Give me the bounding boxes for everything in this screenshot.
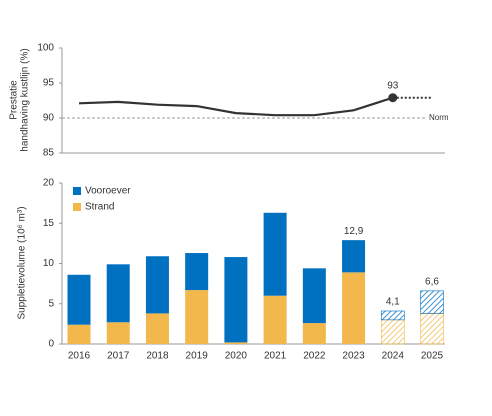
y-tick-label: 5	[48, 298, 54, 309]
y-tick-label: 85	[43, 148, 55, 159]
y-tick-label: 100	[37, 43, 54, 54]
bar-segment	[106, 264, 130, 323]
bar-segment	[342, 272, 366, 344]
point-marker	[388, 93, 398, 103]
bar-segment	[145, 256, 169, 314]
x-tick-label: 2024	[382, 351, 405, 362]
legend-label: Strand	[85, 202, 114, 213]
y-tick-label: 15	[43, 218, 55, 229]
legend-swatch	[73, 203, 81, 211]
bar-segment	[106, 322, 130, 344]
reference-label: Norm	[429, 113, 449, 122]
bar-segment	[67, 274, 91, 325]
bar-segment	[263, 212, 287, 296]
point-label: 93	[387, 80, 399, 91]
bar-segment	[185, 253, 209, 291]
y-tick-label: 90	[43, 113, 55, 124]
x-tick-label: 2021	[264, 351, 287, 362]
line-series	[78, 96, 394, 117]
bar-segment	[380, 319, 405, 345]
total-label: 6,6	[425, 277, 439, 288]
bar-segment	[224, 342, 248, 344]
x-tick-label: 2017	[107, 351, 130, 362]
legend-label: Vooroever	[85, 186, 131, 197]
x-tick-label: 2025	[421, 351, 444, 362]
bar-segment	[185, 290, 209, 344]
bar-segment	[263, 295, 287, 344]
x-tick-label: 2018	[146, 351, 169, 362]
y-axis-label: handhaving kustlijn (%)	[20, 48, 31, 151]
bar-segment	[67, 324, 91, 344]
y-tick-label: 95	[43, 78, 55, 89]
x-tick-label: 2022	[303, 351, 326, 362]
bar-segment	[420, 313, 444, 345]
total-label: 4,1	[386, 297, 400, 308]
bar-segment	[380, 310, 405, 321]
x-tick-label: 2016	[68, 351, 91, 362]
y-axis-label: Suppletievolume (10⁶ m³)	[17, 206, 28, 319]
bar-segment	[420, 290, 444, 314]
legend-swatch	[73, 187, 81, 195]
y-tick-label: 20	[43, 178, 55, 189]
bar-segment	[302, 323, 326, 344]
bar-segment	[224, 257, 248, 343]
bar-segment	[342, 240, 366, 273]
x-tick-label: 2020	[225, 351, 248, 362]
y-tick-label: 10	[43, 258, 55, 269]
bar-segment	[302, 268, 326, 324]
bar-segment	[145, 313, 169, 344]
total-label: 12,9	[344, 226, 364, 237]
y-tick-label: 0	[48, 339, 54, 350]
x-tick-label: 2019	[186, 351, 209, 362]
y-axis-label: Prestatie	[9, 80, 20, 120]
x-tick-label: 2023	[342, 351, 365, 362]
